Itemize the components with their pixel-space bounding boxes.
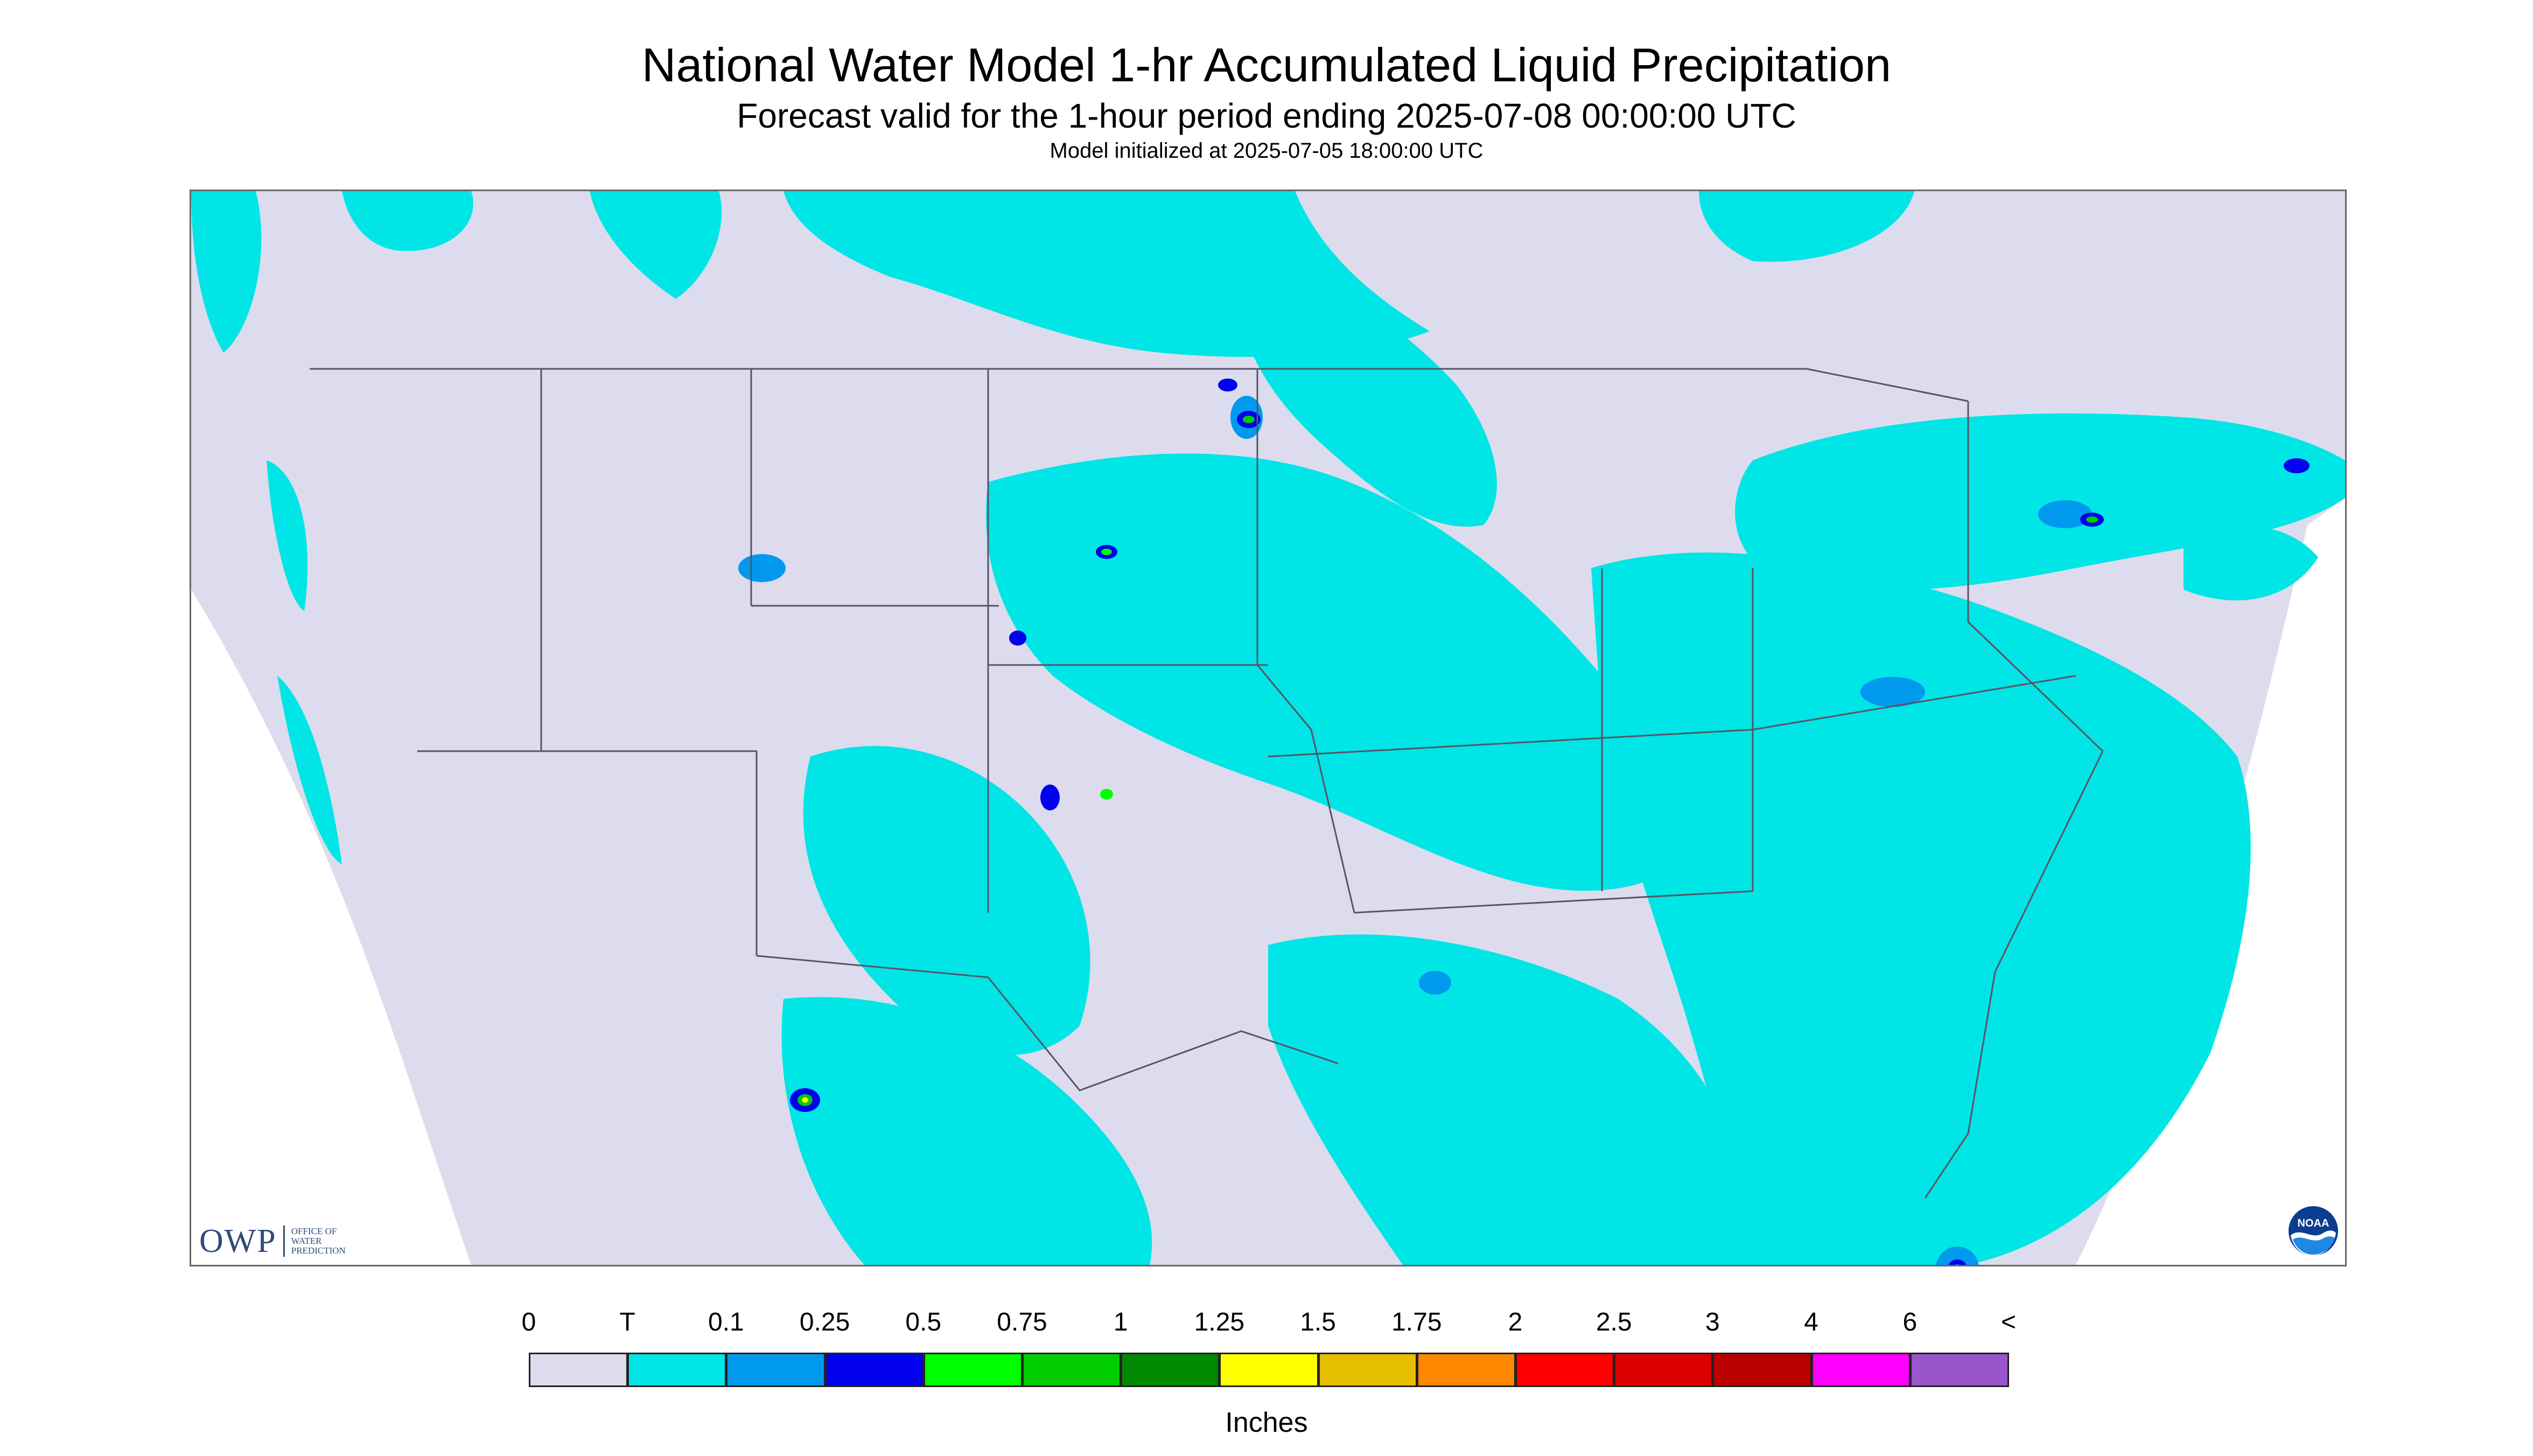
- legend-tick-label: T: [619, 1308, 635, 1336]
- legend-tick-label: 1: [1113, 1308, 1128, 1336]
- precipitation-map: [190, 190, 2347, 1266]
- boundary-lines: [310, 368, 2104, 1199]
- legend-tick-label: 0.1: [708, 1308, 744, 1336]
- map-canvas: [191, 191, 2345, 1265]
- legend-swatch: [824, 1353, 924, 1387]
- legend-unit-label: Inches: [1225, 1407, 1308, 1438]
- legend-tick-label: 0.25: [799, 1308, 850, 1336]
- heavy-precip-cores: [790, 379, 2310, 1265]
- legend-swatch: [1614, 1353, 1713, 1387]
- legend-swatch: [627, 1353, 727, 1387]
- legend-tick-label: <: [2000, 1308, 2017, 1336]
- legend-tick-label: 1.75: [1391, 1308, 1442, 1336]
- owp-logo-subtitle: OFFICE OF WATER PREDICTION: [291, 1226, 346, 1256]
- legend-swatch: [529, 1353, 628, 1387]
- legend-swatch: [1811, 1353, 1911, 1387]
- owp-logo-divider: [283, 1226, 285, 1257]
- legend-tick-label: 2.5: [1596, 1308, 1632, 1336]
- legend-tick-label: 6: [1902, 1308, 1918, 1336]
- noaa-logo-text: NOAA: [2298, 1217, 2329, 1229]
- legend-tick-label: 1.5: [1300, 1308, 1336, 1336]
- legend-swatch: [1121, 1353, 1220, 1387]
- legend-tick-label: 0: [521, 1308, 536, 1336]
- legend-swatch: [1712, 1353, 1812, 1387]
- legend-tick-label: 3: [1705, 1308, 1720, 1336]
- legend-tick-label: 0.5: [905, 1308, 942, 1336]
- out-of-domain-right: [2076, 498, 2345, 1265]
- legend-tick-label: 2: [1508, 1308, 1523, 1336]
- legend-swatch: [1318, 1353, 1417, 1387]
- legend-tick-label: 1.25: [1194, 1308, 1245, 1336]
- legend-tick-label: 0.75: [997, 1308, 1047, 1336]
- owp-logo: OWP OFFICE OF WATER PREDICTION: [199, 1223, 346, 1259]
- legend-swatch: [1909, 1353, 2009, 1387]
- map-subtitle: Forecast valid for the 1-hour period end…: [737, 96, 1796, 135]
- trace-precip-areas: [191, 191, 2345, 1265]
- legend-swatch: [1219, 1353, 1319, 1387]
- legend-swatch: [726, 1353, 825, 1387]
- model-init-line: Model initialized at 2025-07-05 18:00:00…: [1049, 139, 1484, 163]
- out-of-domain-left: [191, 590, 471, 1265]
- legend-swatch: [923, 1353, 1023, 1387]
- legend-tick-label: 4: [1804, 1308, 1818, 1336]
- noaa-logo: NOAA: [2287, 1205, 2339, 1257]
- owp-logo-mark: OWP: [199, 1222, 277, 1259]
- map-title: National Water Model 1-hr Accumulated Li…: [641, 38, 1892, 92]
- legend-swatch: [1416, 1353, 1516, 1387]
- legend-swatch: [1022, 1353, 1122, 1387]
- legend-swatch: [1515, 1353, 1615, 1387]
